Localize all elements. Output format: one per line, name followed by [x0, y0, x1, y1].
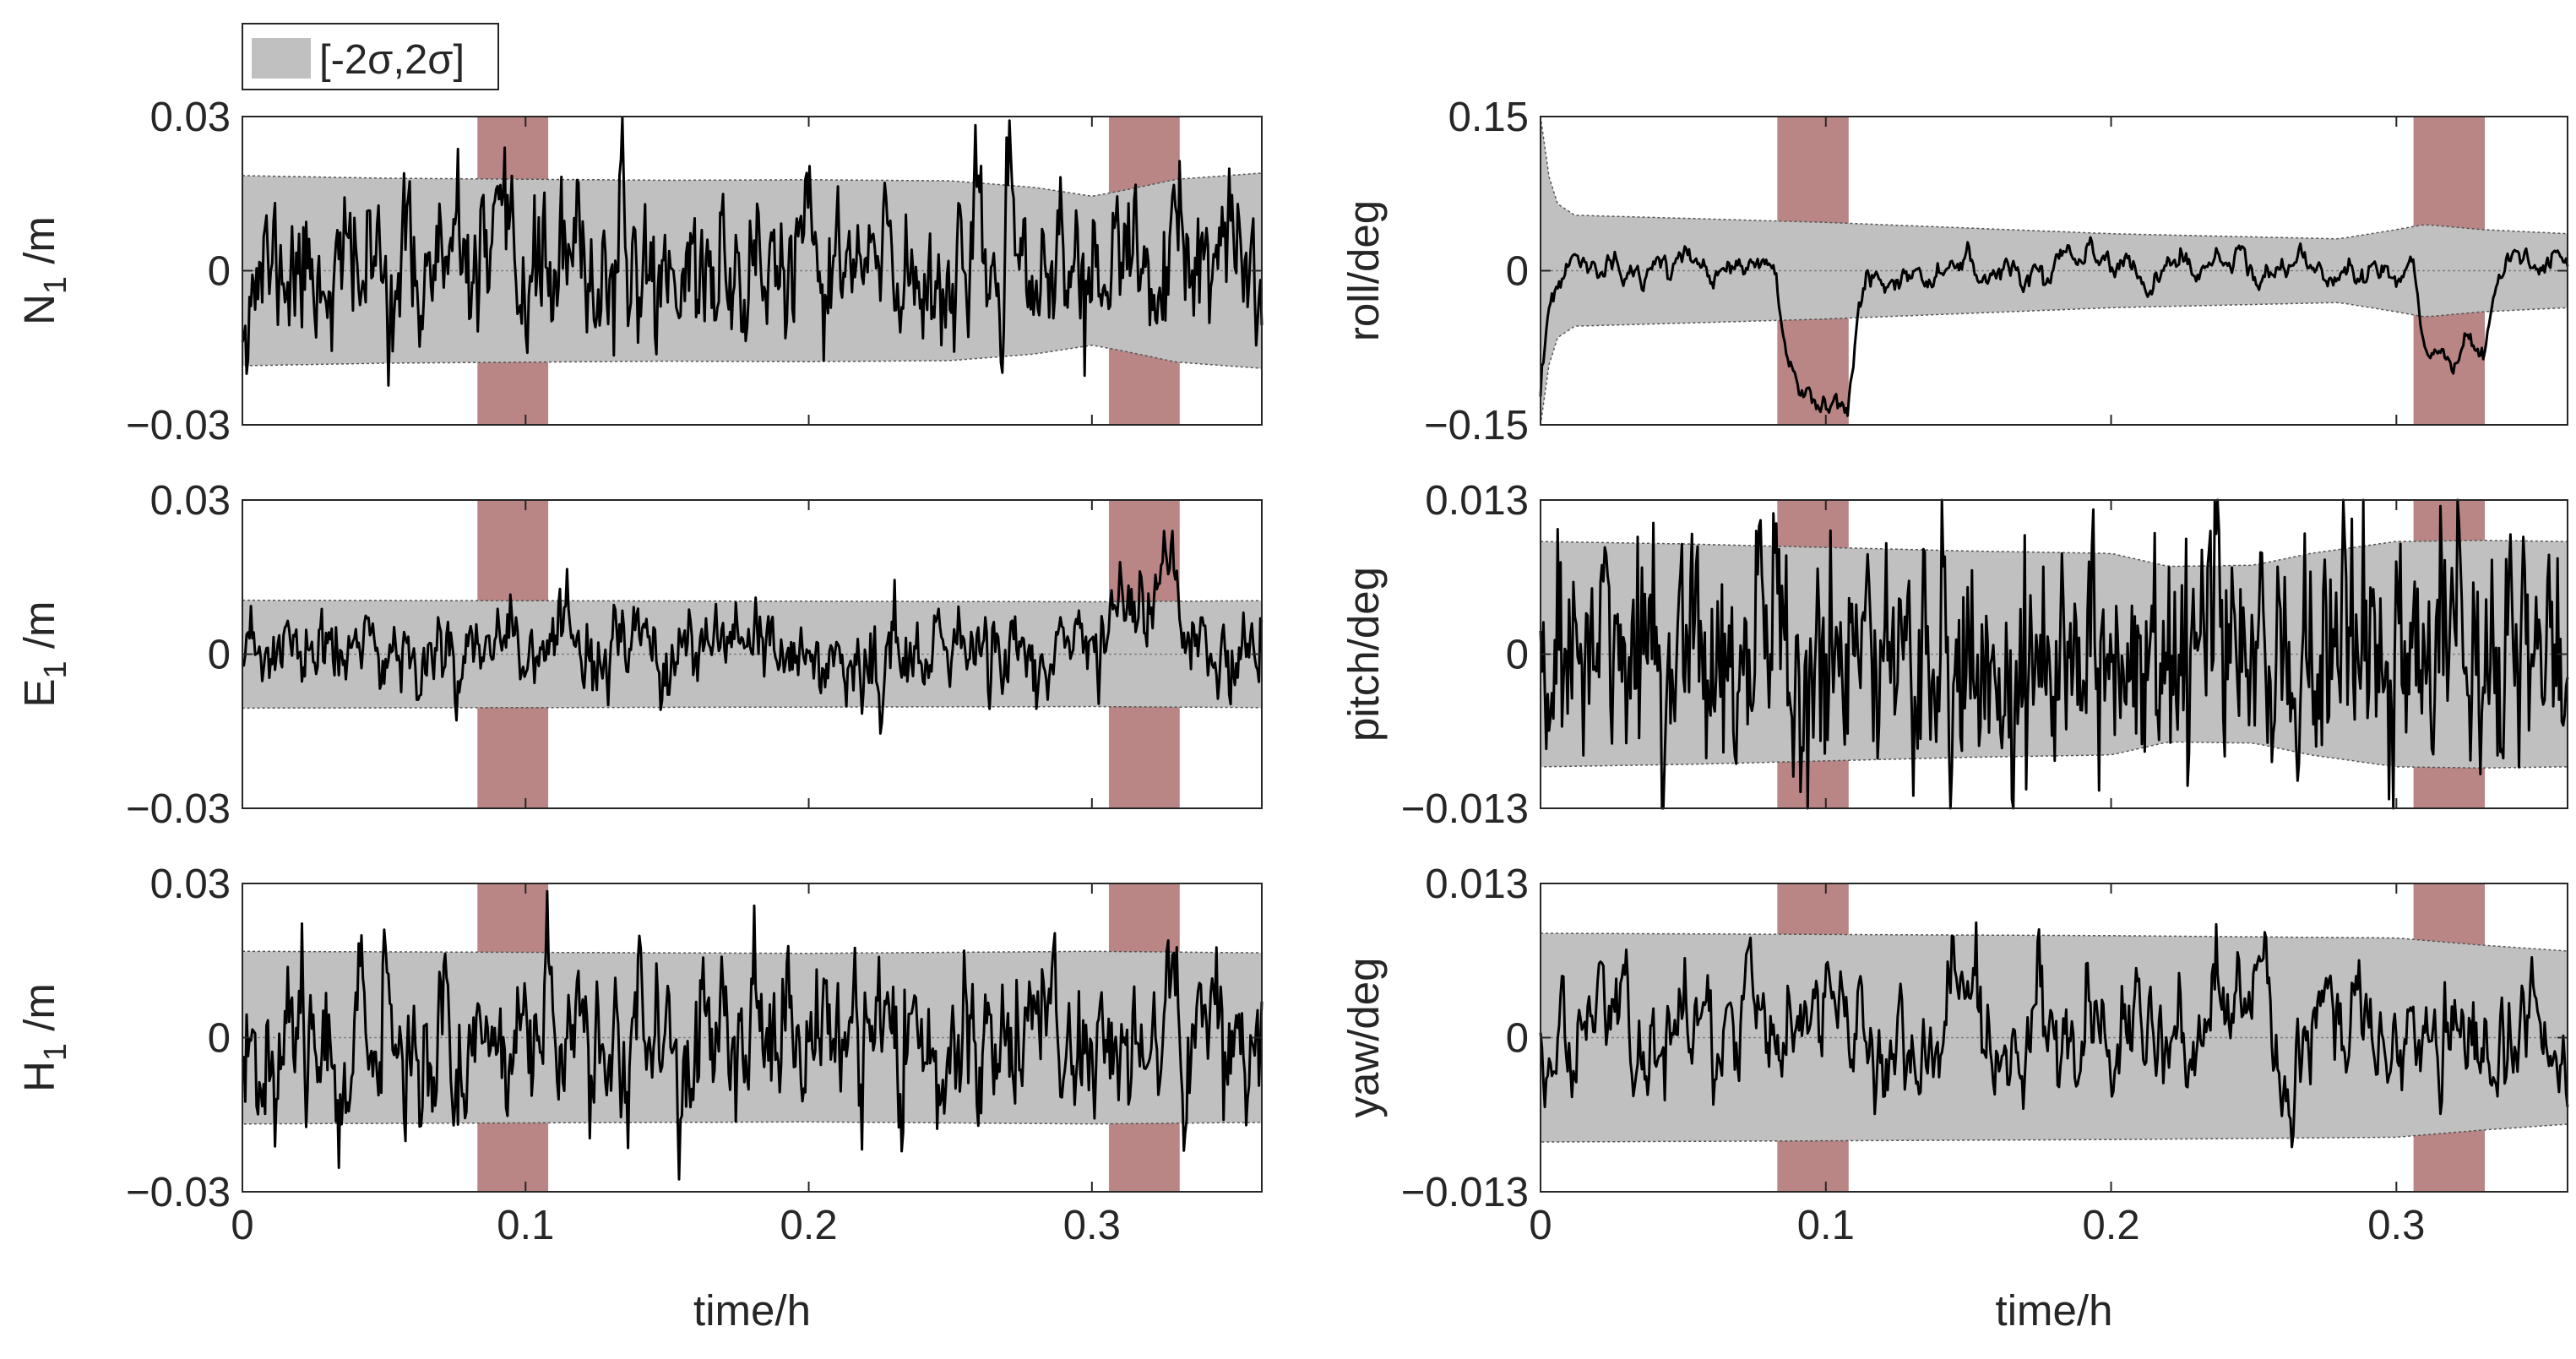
x-tick-label: 0 — [1529, 1203, 1552, 1248]
error-series-line — [241, 530, 1264, 735]
y-axis-label-name: pitch — [1340, 650, 1388, 742]
y-tick-label: 0 — [208, 249, 231, 295]
subplot-pitch: 0.013 0 −0.013 pitch/deg — [1340, 478, 2569, 832]
y-axis-label: pitch/deg — [1340, 567, 1388, 742]
y-tick-label: −0.03 — [126, 403, 231, 448]
error-series-line — [241, 889, 1264, 1181]
y-axis-label: yaw/deg — [1340, 958, 1388, 1118]
y-axis-label-unit: /deg — [1340, 567, 1388, 650]
y-axis-label: roll/deg — [1340, 200, 1388, 341]
x-tick-label: 0.1 — [497, 1203, 554, 1248]
x-tick-label: 0.1 — [1797, 1203, 1855, 1248]
y-tick-label: 0 — [1506, 633, 1529, 678]
error-series-line — [1539, 921, 2569, 1149]
y-tick-label: 0 — [1506, 1016, 1529, 1062]
y-tick-label: −0.013 — [1401, 786, 1529, 832]
y-axis-label-unit: /m — [15, 983, 63, 1043]
y-axis-label-name: roll — [1340, 284, 1388, 341]
legend: [-2σ,2σ] — [242, 23, 499, 90]
subplot-e: 0.03 0 −0.03 E1 /m — [15, 478, 1264, 832]
y-axis-label-subscript: 1 — [38, 1043, 73, 1061]
y-axis-label-unit: /deg — [1340, 200, 1388, 284]
y-tick-label: 0.03 — [150, 862, 231, 907]
error-series-line — [241, 116, 1264, 387]
error-series-line — [1539, 498, 2569, 810]
y-tick-label: 0.15 — [1448, 95, 1529, 140]
x-tick-label: 0.2 — [2082, 1203, 2139, 1248]
legend-label: [-2σ,2σ] — [319, 37, 465, 83]
y-axis-label-unit: /deg — [1340, 958, 1388, 1041]
y-tick-label: −0.03 — [126, 1170, 231, 1215]
y-tick-label: 0.03 — [150, 95, 231, 140]
y-axis-label-subscript: 1 — [38, 660, 73, 678]
y-tick-label: −0.15 — [1424, 403, 1529, 448]
y-tick-label: −0.03 — [126, 786, 231, 832]
subplot-roll: 0.15 0 −0.15 roll/deg — [1340, 95, 2569, 448]
legend-swatch — [252, 38, 311, 79]
y-axis-label: E1 /m — [15, 601, 73, 708]
x-axis-label: time/h — [693, 1286, 811, 1335]
y-axis-label-subscript: 1 — [38, 276, 73, 294]
x-axis-label: time/h — [1996, 1286, 2113, 1335]
y-tick-label: 0.03 — [150, 478, 231, 524]
y-axis-label: N1 /m — [15, 216, 73, 325]
x-tick-label: 0.3 — [2367, 1203, 2425, 1248]
x-tick-label: 0.3 — [1063, 1203, 1121, 1248]
x-tick-label: 0 — [231, 1203, 253, 1248]
sigma-band — [242, 950, 1263, 1125]
y-tick-label: −0.013 — [1401, 1170, 1529, 1215]
y-axis-label-unit: /m — [15, 216, 63, 276]
y-axis-label-name: H — [15, 1061, 63, 1092]
y-axis-label-name: N — [15, 294, 63, 325]
y-tick-label: 0.013 — [1425, 862, 1529, 907]
y-axis-label-name: yaw — [1340, 1041, 1388, 1118]
error-series-line — [1539, 236, 2569, 417]
y-tick-label: 0.013 — [1425, 478, 1529, 524]
y-axis-label-unit: /m — [15, 601, 63, 661]
subplot-n: 0.03 0 −0.03 N1 /m — [15, 95, 1264, 448]
y-tick-label: 0 — [1506, 249, 1529, 295]
y-tick-label: 0 — [208, 1016, 231, 1062]
x-tick-label: 0.2 — [780, 1203, 837, 1248]
y-tick-label: 0 — [208, 633, 231, 678]
y-axis-label-name: E — [15, 678, 63, 707]
y-axis-label: H1 /m — [15, 983, 73, 1092]
